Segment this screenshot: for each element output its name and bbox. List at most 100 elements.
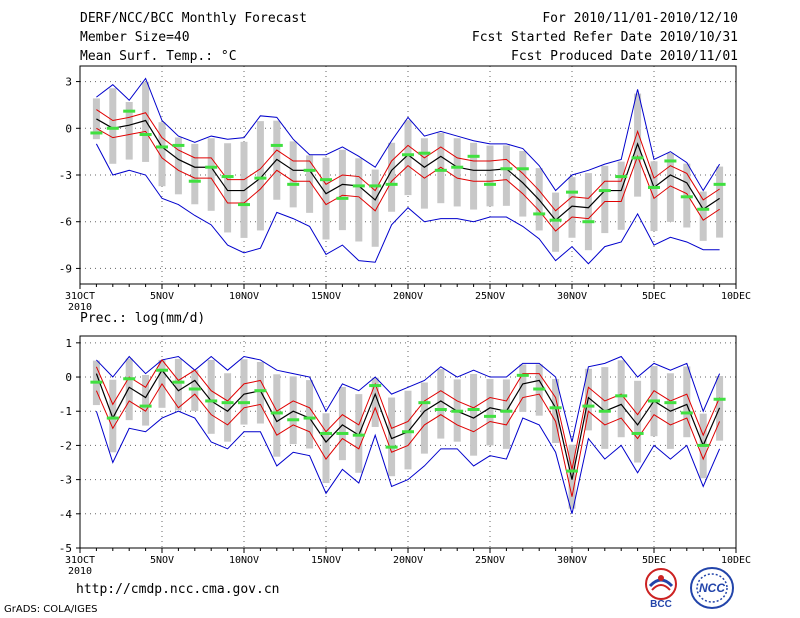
ensemble-spread-box — [502, 145, 510, 206]
x-tick-label: 10NOV — [229, 291, 259, 302]
member-marker — [516, 167, 529, 171]
x-tick-label: 31OCT — [65, 555, 95, 566]
ensemble-spread-box — [634, 380, 642, 463]
ensemble-spread-box — [666, 153, 674, 222]
member-marker — [516, 373, 529, 377]
produced-date: Fcst Produced Date 2010/11/01 — [511, 49, 738, 64]
ensemble-spread-box — [371, 169, 379, 247]
member-marker — [369, 184, 382, 188]
member-marker — [402, 430, 414, 434]
ensemble-spread-box — [355, 394, 363, 473]
ensemble-spread-box — [437, 132, 445, 204]
ensemble-spread-box — [650, 161, 658, 232]
ensemble-spread-box — [125, 358, 133, 421]
ensemble-spread-box — [125, 101, 133, 160]
member-marker — [680, 195, 693, 199]
ensemble-spread-box — [486, 145, 494, 207]
member-marker — [336, 196, 349, 200]
member-marker — [205, 165, 218, 169]
ensemble-spread-box — [289, 141, 297, 208]
mean-minus-std-line — [95, 382, 721, 497]
member-marker — [139, 404, 152, 408]
member-marker — [713, 182, 726, 186]
y-tick-label: -2 — [59, 439, 72, 452]
ensemble-spread-box — [568, 177, 576, 238]
y-tick-label: 1 — [65, 337, 72, 350]
member-marker — [697, 443, 710, 447]
y-tick-label: -3 — [59, 169, 72, 182]
ensemble-spread-box — [601, 165, 609, 234]
member-marker — [238, 203, 250, 207]
ensemble-spread-box — [322, 413, 330, 484]
x-tick-label: 5DEC — [642, 555, 666, 566]
ensemble-spread-box — [224, 143, 232, 233]
ensemble-spread-box — [207, 359, 215, 434]
member-marker — [385, 445, 398, 449]
ensemble-spread-box — [142, 81, 150, 162]
y-tick-label: -6 — [59, 216, 72, 229]
x-tick-label: 20NOV — [393, 291, 423, 302]
member-marker — [418, 401, 431, 405]
ensemble-spread-box — [519, 151, 527, 217]
member-marker — [221, 175, 234, 179]
member-marker — [598, 409, 611, 413]
member-marker — [434, 168, 447, 172]
ensemble-spread-box — [617, 360, 625, 438]
y-tick-label: 3 — [65, 76, 72, 89]
member-marker — [566, 190, 578, 194]
ensemble-spread-box — [109, 88, 117, 164]
ensemble-spread-box — [470, 373, 478, 456]
ensemble-spread-box — [388, 142, 396, 212]
member-marker — [172, 380, 185, 384]
member-marker — [90, 131, 103, 135]
ensemble-spread-box — [109, 379, 117, 453]
member-marker — [648, 399, 660, 403]
ensemble-spread-box — [519, 364, 527, 412]
ensemble-spread-box — [92, 98, 100, 140]
ncc-logo-icon: NCC — [690, 567, 734, 609]
ensemble-spread-box — [191, 370, 199, 411]
ensemble-spread-box — [207, 138, 215, 211]
member-marker — [188, 387, 201, 391]
ensemble-spread-box — [420, 382, 428, 454]
ensemble-min-line — [95, 410, 721, 514]
member-marker — [221, 401, 234, 405]
x-tick-label: 30NOV — [557, 555, 587, 566]
member-marker — [270, 411, 283, 415]
grads-credit: GrADS: COLA/IGES — [4, 604, 98, 615]
member-marker — [566, 469, 578, 473]
footer-url[interactable]: http://cmdp.ncc.cma.gov.cn — [76, 582, 280, 597]
member-marker — [500, 167, 513, 171]
member-marker — [320, 431, 332, 435]
member-marker — [172, 143, 185, 147]
member-marker — [369, 384, 382, 388]
ensemble-spread-box — [289, 376, 297, 445]
member-marker — [434, 408, 447, 412]
ensemble-spread-box — [617, 161, 625, 230]
ensemble-spread-box — [158, 122, 166, 187]
x-tick-label: 10DEC — [721, 555, 751, 566]
x-tick-label: 15NOV — [311, 555, 341, 566]
ensemble-spread-box — [404, 390, 412, 470]
ensemble-spread-box — [437, 369, 445, 439]
ensemble-spread-box — [306, 155, 314, 213]
ensemble-spread-box — [552, 192, 560, 252]
ensemble-spread-box — [371, 377, 379, 427]
ensemble-spread-box — [256, 361, 264, 424]
member-marker — [238, 401, 250, 405]
ensemble-spread-box — [699, 191, 707, 241]
member-marker — [484, 182, 496, 186]
member-marker — [615, 175, 628, 179]
member-marker — [680, 411, 693, 415]
variable-label: Mean Surf. Temp.: °C — [80, 49, 237, 64]
ensemble-spread-box — [683, 366, 691, 438]
temperature-panel: 3 0 -3 -6 -9 31OCT 5NOV 10NOV 15NOV 20NOV 25NOV 30N… — [59, 65, 751, 313]
ensemble-min-line — [95, 143, 720, 265]
ensemble-spread-box — [142, 374, 150, 426]
member-marker — [533, 212, 546, 216]
member-marker — [270, 143, 283, 147]
y-tick-label: -9 — [59, 262, 72, 275]
x-tick-label: 5DEC — [642, 291, 666, 302]
ensemble-spread-box — [322, 157, 330, 240]
